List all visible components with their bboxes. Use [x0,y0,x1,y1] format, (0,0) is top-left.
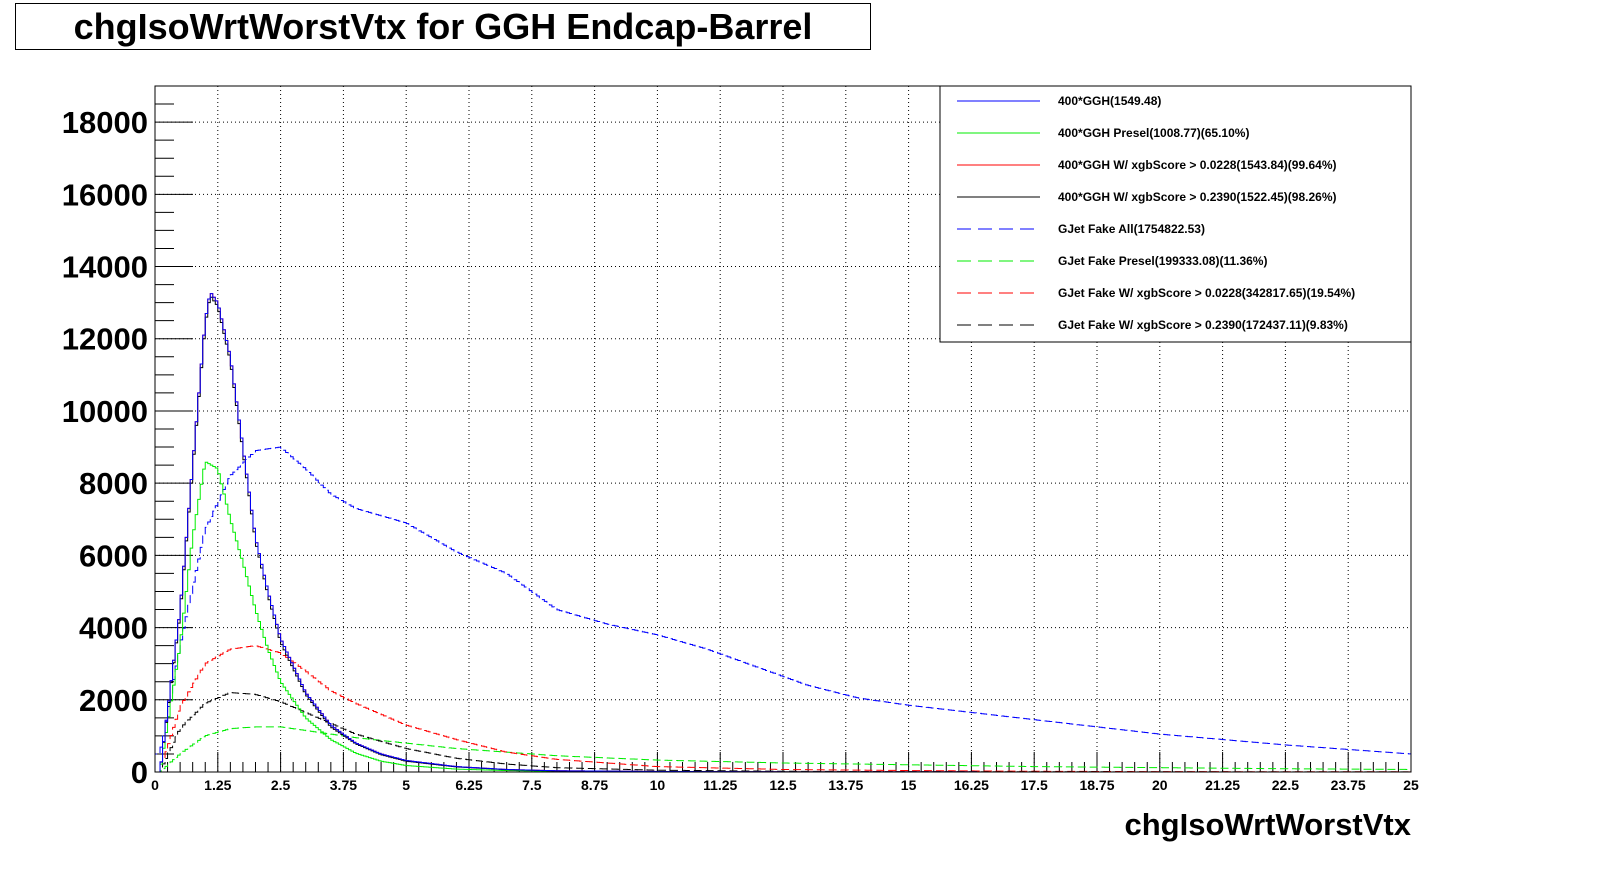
x-tick-label: 23.75 [1331,777,1366,793]
series-400-ggh-presel-1008-77-65-10 [155,461,1411,773]
y-axis-ticks: 0 2000 4000 6000 8000 10000 12000 14000 16000 180… [62,103,193,790]
y-tick-label: 16000 [62,177,148,212]
chart-title-box: chgIsoWrtWorstVtx for GGH Endcap-Barrel [15,3,871,50]
x-tick-label: 21.25 [1205,777,1240,793]
grid-lines [155,86,1411,772]
x-tick-label: 15 [901,777,917,793]
x-tick-label: 18.75 [1079,777,1114,793]
x-tick-label: 25 [1403,777,1419,793]
legend-label: GJet Fake W/ xgbScore > 0.0228(342817.65… [1058,286,1355,300]
y-tick-label: 2000 [79,683,148,718]
x-tick-label: 16.25 [954,777,989,793]
series-gjet-fake-all-1754822-53 [154,446,1411,772]
legend-label: 400*GGH W/ xgbScore > 0.2390(1522.45)(98… [1058,190,1336,204]
x-tick-label: 8.75 [581,777,608,793]
x-tick-label: 1.25 [204,777,231,793]
x-tick-label: 11.25 [703,777,737,793]
x-axis-title: chgIsoWrtWorstVtx [1125,807,1412,842]
legend-label: GJet Fake Presel(199333.08)(11.36%) [1058,254,1267,268]
x-tick-label: 0 [151,777,159,793]
y-tick-label: 4000 [79,611,148,646]
y-tick-label: 6000 [79,538,148,573]
legend-label: 400*GGH(1549.48) [1058,94,1161,108]
legend-label: 400*GGH W/ xgbScore > 0.0228(1543.84)(99… [1058,158,1336,172]
legend: 400*GGH(1549.48) 400*GGH Presel(1008.77)(… [939,85,1412,343]
y-tick-label: 14000 [62,250,148,285]
x-tick-label: 22.5 [1272,777,1299,793]
x-tick-label: 13.75 [828,777,863,793]
x-tick-label: 2.5 [271,777,291,793]
x-tick-label: 6.25 [455,777,482,793]
series-gjet-fake-presel-199333-08-11-36 [155,726,1411,773]
plot-frame [154,85,1412,773]
y-tick-label: 8000 [79,466,148,501]
x-tick-label: 17.5 [1021,777,1048,793]
y-tick-label: 12000 [62,322,148,357]
x-tick-label: 3.75 [330,777,357,793]
x-tick-label: 12.5 [769,777,796,793]
y-tick-label: 10000 [62,394,148,429]
legend-label: GJet Fake All(1754822.53) [1058,222,1205,236]
x-tick-label: 7.5 [522,777,542,793]
legend-label: 400*GGH Presel(1008.77)(65.10%) [1058,126,1249,140]
y-tick-label: 18000 [62,105,148,140]
x-tick-label: 20 [1152,777,1168,793]
x-tick-label: 5 [402,777,410,793]
x-tick-label: 10 [650,777,666,793]
legend-box [939,85,1412,343]
chart-title: chgIsoWrtWorstVtx for GGH Endcap-Barrel [73,5,813,47]
x-axis-ticks: 0 1.25 2.5 3.75 5 6.25 7.5 8.75 10 11.25 12.5 13.75… [151,752,1419,793]
y-tick-label: 0 [131,755,148,790]
legend-label: GJet Fake W/ xgbScore > 0.2390(172437.11… [1058,318,1348,332]
